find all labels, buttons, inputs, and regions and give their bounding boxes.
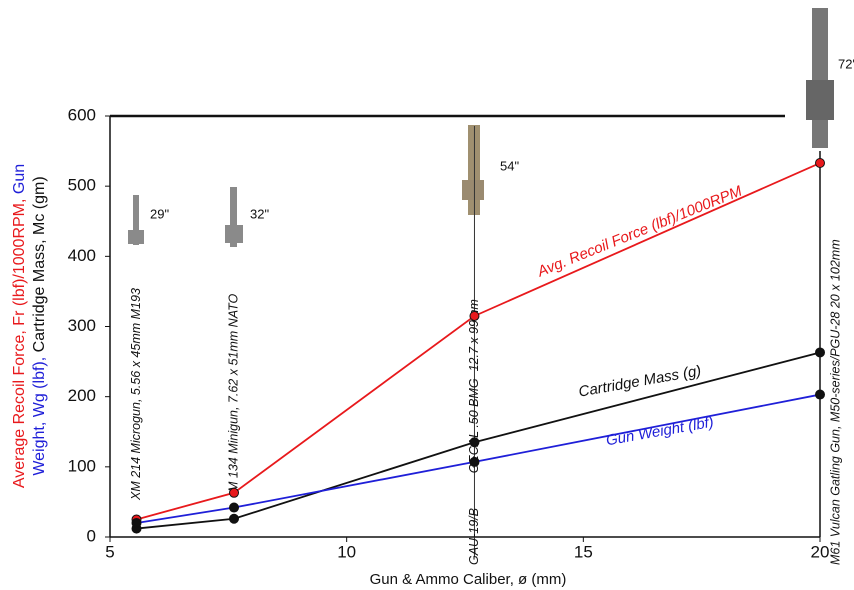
gun-images xyxy=(128,8,834,247)
data-point xyxy=(815,347,825,358)
gun-image xyxy=(225,225,243,243)
series-line xyxy=(136,351,821,530)
y-axis-label-part: Average Recoil Force, Fr (lbf)/1000RPM, xyxy=(11,194,28,488)
data-point xyxy=(469,456,480,467)
y-tick-label: 200 xyxy=(68,386,96,405)
gun-image xyxy=(133,195,139,245)
series-label: Avg. Recoil Force (lbf)/1000RPM xyxy=(534,182,745,280)
gun-image xyxy=(128,230,144,244)
y-tick-label: 500 xyxy=(68,176,96,195)
gun-annotation: GAU-19/B GECAL .50 BMG 12.7 x 99mm xyxy=(467,299,481,565)
y-tick-label: 400 xyxy=(68,246,96,265)
gun-length: 32" xyxy=(250,206,269,221)
x-tick-label: 5 xyxy=(105,542,114,561)
gun-annotation: M61 Vulcan Gatling Gun, M50-series/PGU-2… xyxy=(828,239,842,565)
gun-image xyxy=(462,180,484,200)
y-axis-label: Average Recoil Force, Fr (lbf)/1000RPM, … xyxy=(11,164,28,488)
data-point xyxy=(815,158,825,169)
y-axis-label-part: Gun xyxy=(11,164,28,194)
series-label: Cartridge Mass (g) xyxy=(577,362,702,400)
data-point xyxy=(229,513,240,524)
x-tick-label: 15 xyxy=(574,542,593,561)
data-point xyxy=(815,389,825,400)
series-line xyxy=(136,393,821,524)
series-line xyxy=(136,162,821,521)
gun-annotation: XM 214 Microgun, 5.56 x 45mm M193 xyxy=(129,288,143,501)
data-point xyxy=(229,487,240,498)
y-tick-label: 100 xyxy=(68,456,96,475)
y-axis-label-part: Weight, Wg (lbf), xyxy=(31,352,48,475)
data-point xyxy=(131,517,142,528)
data-point xyxy=(229,502,240,513)
y-axis-label-part: Cartridge Mass, Mc (gm) xyxy=(31,176,48,352)
x-tick-label: 10 xyxy=(337,542,356,561)
gun-image xyxy=(230,187,237,247)
series-label: Gun Weight (lbf) xyxy=(605,414,715,450)
data-point xyxy=(469,437,480,448)
gun-length: 29" xyxy=(150,206,169,221)
y-tick-label: 0 xyxy=(87,526,96,545)
y-tick-label: 600 xyxy=(68,105,96,124)
x-axis-label: Gun & Ammo Caliber, ø (mm) xyxy=(370,571,567,588)
gun-image xyxy=(806,80,834,120)
gun-length: 54" xyxy=(500,158,519,173)
x-tick-label: 20 xyxy=(811,542,830,561)
gun-length: 72" xyxy=(838,56,854,71)
data-point xyxy=(469,310,480,321)
gun-annotation: M 134 Minigun, 7.62 x 51mm NATO xyxy=(226,293,240,492)
y-axis-label: Weight, Wg (lbf), Cartridge Mass, Mc (gm… xyxy=(31,176,48,475)
y-tick-label: 300 xyxy=(68,316,96,335)
gun-image xyxy=(812,8,828,148)
